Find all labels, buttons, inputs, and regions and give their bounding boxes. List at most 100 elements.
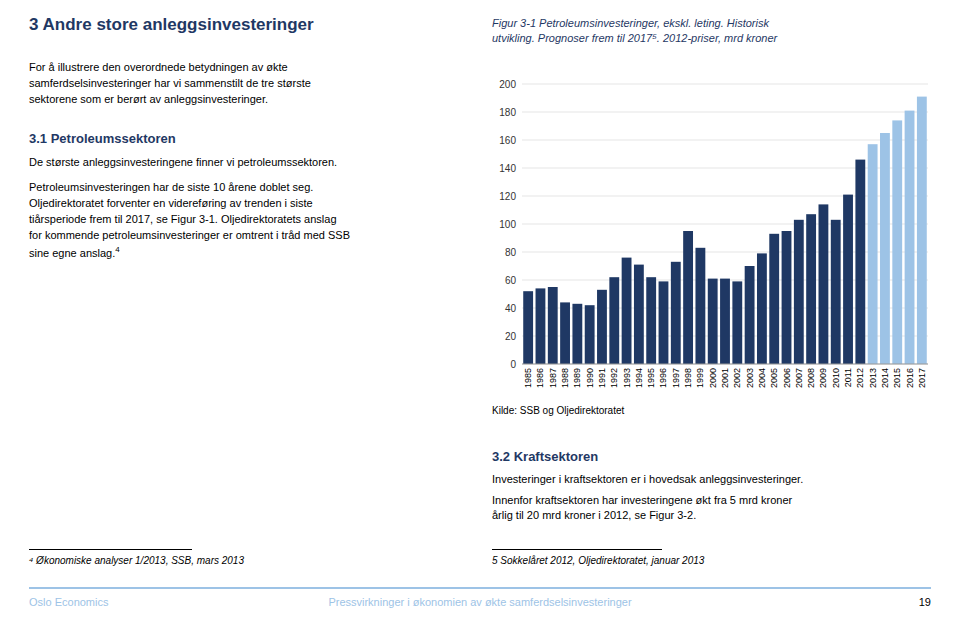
x-tick-label: 2008	[806, 368, 816, 388]
x-tick-label: 2017	[917, 368, 927, 388]
bar	[548, 287, 558, 364]
grid-line	[522, 112, 928, 113]
x-tick-label: 2016	[905, 368, 915, 388]
bar	[806, 214, 816, 364]
x-tick-label: 2014	[880, 368, 890, 388]
bar	[536, 288, 546, 364]
y-tick-label: 20	[505, 331, 517, 342]
footer-rule	[29, 587, 931, 589]
footnote-rule	[492, 549, 662, 550]
footnote-rule	[29, 549, 192, 550]
x-tick-label: 2011	[843, 368, 853, 387]
x-tick-label: 2003	[745, 368, 755, 388]
subheading: 3.1 Petroleumssektoren	[29, 130, 176, 148]
x-tick-label: 2015	[892, 368, 902, 388]
x-tick-label: 2002	[732, 368, 742, 388]
y-tick-label: 120	[499, 191, 516, 202]
footnote: 5 Sokkelåret 2012, Oljedirektoratet, jan…	[492, 554, 704, 568]
x-tick-label: 1992	[609, 368, 619, 388]
paragraph: Innenfor kraftsektoren har investeringen…	[492, 493, 936, 523]
y-tick-label: 160	[499, 135, 516, 146]
bar	[671, 262, 681, 364]
chart-title: Figur 3-1 Petroleumsinvesteringer, ekskl…	[492, 16, 792, 46]
bar	[720, 279, 730, 364]
page-number: 19	[919, 595, 931, 610]
bar	[843, 195, 853, 364]
bar	[769, 234, 779, 364]
x-tick-label: 1995	[646, 368, 656, 388]
bar	[757, 253, 767, 364]
bar	[622, 258, 632, 364]
grid-line	[522, 84, 928, 85]
x-tick-label: 1994	[634, 368, 644, 388]
x-tick-label: 1996	[658, 368, 668, 388]
paragraph: Petroleumsinvesteringen har de siste 10 …	[29, 180, 469, 261]
x-tick-label: 1990	[585, 368, 595, 388]
x-tick-label: 1997	[671, 368, 681, 388]
y-tick-label: 100	[499, 219, 516, 230]
bar	[695, 248, 705, 364]
x-tick-label: 1993	[622, 368, 632, 388]
footnote: ⁴ Økonomiske analyser 1/2013, SSB, mars …	[29, 554, 244, 568]
bar	[855, 160, 865, 364]
x-tick-label: 1999	[695, 368, 705, 388]
x-tick-label: 2006	[782, 368, 792, 388]
x-tick-label: 1987	[548, 368, 558, 388]
x-axis: 1985198619871988198919901991199219931994…	[523, 368, 927, 388]
grid-line	[522, 196, 928, 197]
bar	[560, 302, 570, 364]
bar	[597, 290, 607, 364]
y-tick-label: 80	[505, 247, 517, 258]
y-tick-label: 200	[499, 79, 516, 90]
chart: 0 20 40 60 80 100 120 140 160 180 200 1985198619871…	[492, 76, 936, 398]
x-tick-label: 2005	[769, 368, 779, 388]
bar	[782, 231, 792, 364]
bar	[609, 277, 619, 364]
subheading: 3.2 Kraftsektoren	[492, 448, 598, 466]
bar	[794, 220, 804, 364]
grid-line	[522, 364, 928, 365]
footnote-ref: 4	[115, 245, 119, 254]
bars	[523, 97, 927, 364]
bar	[905, 111, 915, 364]
x-tick-label: 2013	[868, 368, 878, 388]
bar	[708, 279, 718, 364]
paragraph: For å illustrere den overordnede betydni…	[29, 60, 469, 108]
bar	[831, 220, 841, 364]
bar	[868, 144, 878, 364]
x-tick-label: 2010	[831, 368, 841, 388]
bar	[892, 120, 902, 364]
bar	[819, 204, 829, 364]
bar	[917, 97, 927, 364]
x-tick-label: 2004	[757, 368, 767, 388]
grid-line	[522, 140, 928, 141]
y-tick-label: 140	[499, 163, 516, 174]
bar	[683, 231, 693, 364]
footer: Pressvirkninger i økonomien av økte samf…	[0, 595, 960, 610]
grid-line	[522, 252, 928, 253]
x-tick-label: 1985	[523, 368, 533, 388]
bar	[732, 281, 742, 364]
x-tick-label: 2009	[818, 368, 828, 388]
bar	[659, 281, 669, 364]
y-tick-label: 180	[499, 107, 516, 118]
y-tick-label: 40	[505, 303, 517, 314]
bar	[634, 265, 644, 364]
bar	[880, 133, 890, 364]
x-tick-label: 2000	[708, 368, 718, 388]
y-tick-label: 60	[505, 275, 517, 286]
x-tick-label: 2001	[720, 368, 730, 388]
y-axis: 0 20 40 60 80 100 120 140 160 180 200	[499, 79, 516, 370]
grid	[522, 84, 928, 364]
x-tick-label: 1991	[597, 368, 607, 388]
grid-line	[522, 224, 928, 225]
bar	[523, 291, 533, 364]
bar	[585, 305, 595, 364]
footer: Oslo Economics	[29, 595, 108, 610]
x-tick-label: 2012	[855, 368, 865, 388]
paragraph: Investeringer i kraftsektoren er i hoved…	[492, 472, 936, 487]
heading: 3 Andre store anleggsinvesteringer	[29, 14, 314, 37]
bar	[572, 304, 582, 364]
y-tick-label: 0	[510, 359, 516, 370]
x-tick-label: 1998	[683, 368, 693, 388]
